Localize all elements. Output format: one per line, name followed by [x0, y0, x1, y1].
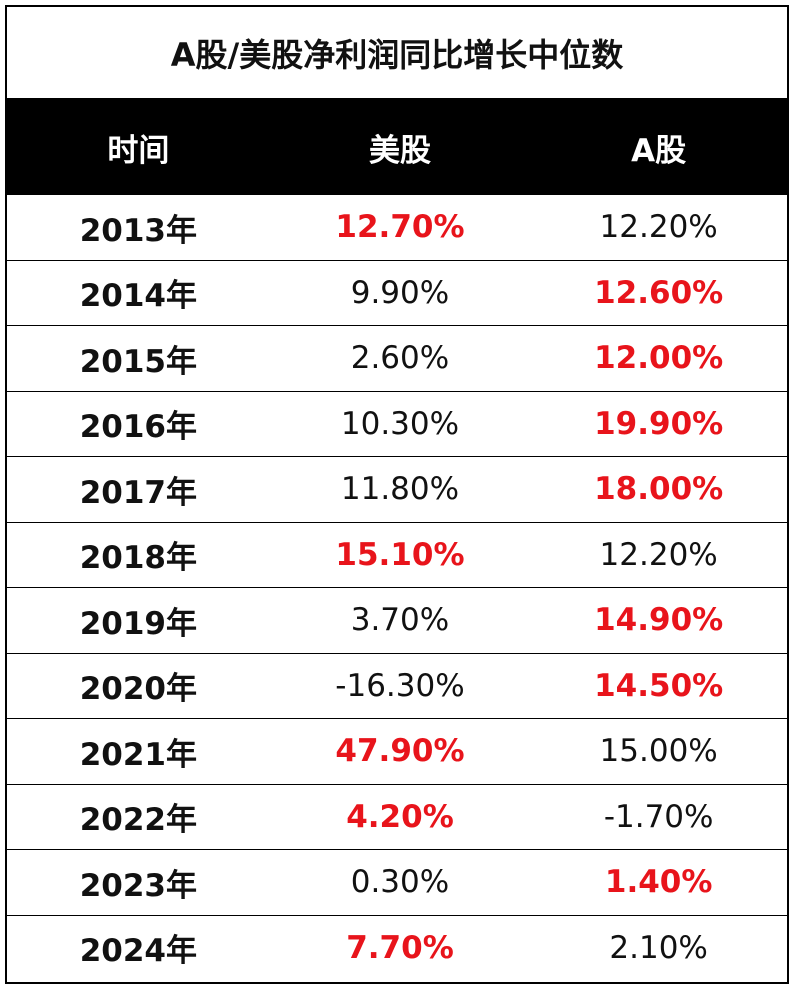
year-cell: 2013年 [79, 212, 197, 249]
us-value-cell: 0.30% [350, 864, 450, 901]
table-row: 2024年 7.70% 2.10% [7, 914, 787, 981]
us-value-cell: 11.80% [340, 471, 460, 508]
year-cell: 2019年 [79, 605, 197, 642]
year-cell: 2024年 [79, 933, 197, 970]
us-value-cell: 12.70% [335, 209, 465, 246]
a-value-cell: 2.10% [609, 929, 708, 966]
a-value-cell: 1.40% [604, 864, 713, 901]
year-cell: 2017年 [79, 474, 197, 511]
year-cell: 2014年 [79, 278, 197, 315]
table-row: 2021年 47.90% 15.00% [7, 718, 787, 784]
us-value-cell: 9.90% [350, 274, 450, 311]
a-value-cell: 15.00% [599, 733, 718, 770]
us-value-cell: 4.20% [346, 798, 454, 835]
table-row: 2014年 9.90% 12.60% [7, 259, 787, 326]
table-row: 2019年 3.70% 14.90% [7, 587, 787, 653]
us-value-cell: -16.30% [335, 667, 465, 704]
data-table: A股/美股净利润同比增长中位数 时间 美股 A股 2013年 12.70% 12.2… [5, 5, 789, 984]
us-value-cell: 15.10% [335, 536, 465, 573]
table-row: 2022年 4.20% -1.70% [7, 783, 787, 850]
a-value-cell: 12.20% [599, 209, 718, 246]
year-cell: 2022年 [79, 802, 197, 839]
header-us: 美股 [368, 132, 431, 169]
header-a: A股 [631, 132, 687, 169]
header-time: 时间 [107, 132, 170, 169]
table-row: 2020年 -16.30% 14.50% [7, 652, 787, 719]
a-value-cell: 18.00% [594, 471, 724, 508]
table-row: 2013年 12.70% 12.20% [7, 194, 787, 260]
a-value-cell: 12.20% [599, 536, 718, 573]
header-row: 时间 美股 A股 [7, 100, 787, 194]
year-cell: 2015年 [79, 343, 197, 380]
a-value-cell: 14.50% [594, 667, 724, 704]
a-value-cell: 14.90% [594, 602, 724, 639]
table-row: 2018年 15.10% 12.20% [7, 521, 787, 588]
a-value-cell: 19.90% [594, 405, 724, 442]
year-cell: 2023年 [79, 867, 197, 904]
table-row: 2015年 2.60% 12.00% [7, 325, 787, 391]
table-row: 2017年 11.80% 18.00% [7, 456, 787, 522]
a-value-cell: 12.00% [594, 340, 724, 377]
us-value-cell: 10.30% [340, 405, 460, 442]
a-value-cell: -1.70% [603, 798, 714, 835]
table-row: 2016年 10.30% 19.90% [7, 390, 787, 457]
us-value-cell: 3.70% [350, 602, 450, 639]
year-cell: 2020年 [79, 671, 197, 708]
year-cell: 2018年 [79, 540, 197, 577]
table-body: 2013年 12.70% 12.20% 2014年 9.90% 12.60% 2015年 2.… [7, 194, 787, 980]
table-title: A股/美股净利润同比增长中位数 [7, 7, 787, 100]
year-cell: 2021年 [79, 736, 197, 773]
us-value-cell: 2.60% [350, 340, 450, 377]
year-cell: 2016年 [79, 409, 197, 446]
a-value-cell: 12.60% [594, 274, 724, 311]
us-value-cell: 7.70% [346, 929, 454, 966]
table-row: 2023年 0.30% 1.40% [7, 849, 787, 915]
us-value-cell: 47.90% [335, 733, 465, 770]
